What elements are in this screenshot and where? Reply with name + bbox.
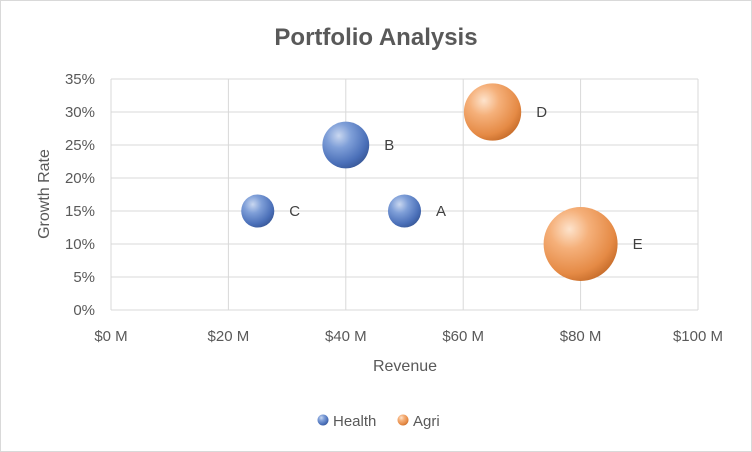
- bubbles: E D B A C: [241, 83, 643, 281]
- bubble-c: [241, 194, 275, 228]
- x-axis-label: Revenue: [373, 358, 437, 375]
- x-tick-label: $80 M: [560, 328, 602, 345]
- y-tick-label: 30%: [65, 104, 95, 121]
- bubble-a: [387, 194, 422, 228]
- x-tick-label: $20 M: [208, 328, 250, 345]
- y-tick-label: 35%: [65, 71, 95, 88]
- legend-label-agri: Agri: [413, 413, 440, 430]
- y-tick-label: 10%: [65, 236, 95, 253]
- legend-marker-health: [317, 414, 329, 426]
- bubble-label-e: E: [633, 236, 643, 253]
- x-tick-label: $0 M: [94, 328, 127, 345]
- y-tick-label: 25%: [65, 137, 95, 154]
- y-tick-label: 0%: [73, 302, 95, 319]
- bubble-b: [322, 121, 370, 169]
- x-tick-label: $40 M: [325, 328, 367, 345]
- bubble-label-d: D: [536, 104, 547, 121]
- legend-label-health: Health: [333, 413, 376, 430]
- bubble-label-c: C: [289, 203, 300, 220]
- bubble-e: [543, 207, 618, 281]
- y-tick-label: 15%: [65, 203, 95, 220]
- y-axis-label: Growth Rate: [36, 149, 53, 239]
- x-tick-label: $100 M: [673, 328, 723, 345]
- y-tick-label: 5%: [73, 269, 95, 286]
- x-tick-label: $60 M: [442, 328, 484, 345]
- y-tick-labels: 0% 5% 10% 15% 20% 25% 30% 35%: [65, 71, 95, 319]
- legend-marker-agri: [397, 414, 409, 426]
- gridlines: [110, 78, 699, 311]
- chart-title: Portfolio Analysis: [274, 24, 477, 51]
- bubble-d: [463, 83, 522, 141]
- legend: Health Agri: [317, 413, 440, 430]
- x-tick-labels: $0 M $20 M $40 M $60 M $80 M $100 M: [94, 328, 723, 345]
- bubble-label-b: B: [384, 137, 394, 154]
- y-tick-label: 20%: [65, 170, 95, 187]
- bubble-label-a: A: [436, 203, 446, 220]
